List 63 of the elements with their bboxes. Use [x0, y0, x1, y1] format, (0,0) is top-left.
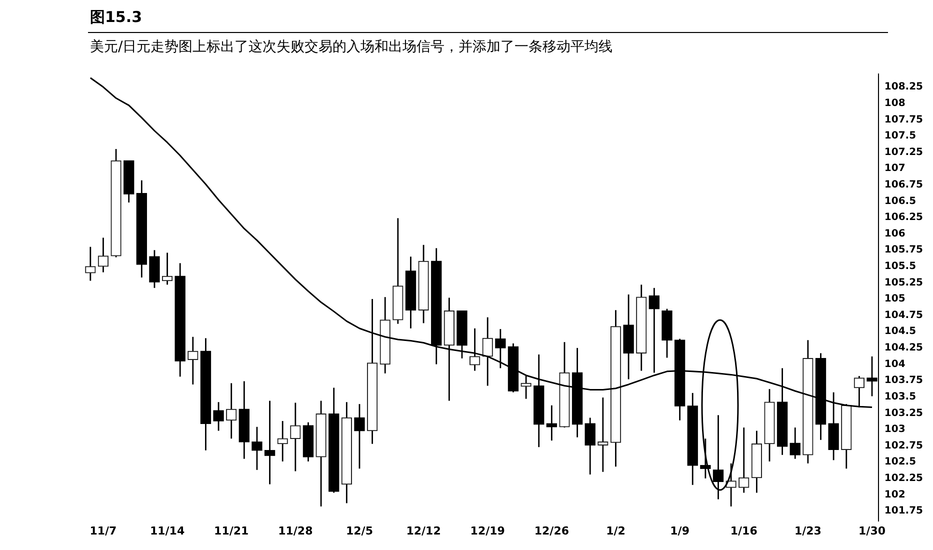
y-tick-label: 103 [884, 424, 906, 436]
candlestick [252, 426, 262, 471]
candlestick [482, 316, 493, 386]
y-tick-label: 106.5 [884, 196, 916, 207]
y-tick-label: 104.25 [884, 342, 924, 354]
x-tick-label: 1/30 [858, 524, 886, 538]
x-tick-label: 1/16 [730, 524, 758, 538]
candlestick [712, 414, 724, 500]
y-tick-label: 108.25 [884, 82, 924, 93]
candlestick [726, 462, 736, 508]
y-tick-label: 102.75 [884, 440, 924, 452]
x-tick-label: 11/14 [150, 524, 185, 538]
candlestick [226, 382, 237, 440]
y-tick-label: 107.75 [884, 114, 924, 126]
candlestick [495, 328, 506, 369]
candlestick [290, 402, 301, 472]
y-tick-label: 105 [884, 294, 906, 305]
candlestick [188, 336, 198, 386]
y-tick-label: 106 [884, 228, 906, 240]
y-tick-label: 104.5 [884, 326, 916, 338]
candlestick [700, 438, 711, 480]
y-tick-label: 104 [884, 358, 906, 370]
x-tick-label: 1/23 [794, 524, 822, 538]
y-tick-label: 108 [884, 98, 906, 109]
candlestick [162, 252, 173, 286]
chart-title: 图15.3 [90, 8, 142, 27]
candlestick [264, 400, 276, 485]
y-tick-label: 106.75 [884, 179, 924, 190]
candlestick [790, 426, 800, 460]
y-tick-label: 103.75 [884, 375, 924, 386]
x-tick-label: 12/5 [346, 524, 373, 538]
y-tick-label: 102.5 [884, 456, 916, 468]
candlestick [354, 403, 365, 470]
candlestick [584, 417, 596, 476]
y-tick-label: 107.25 [884, 146, 924, 158]
y-tick-label: 107 [884, 163, 906, 174]
y-tick-label: 101.75 [884, 506, 924, 517]
y-tick-label: 104.75 [884, 310, 924, 321]
y-tick-label: 106.25 [884, 212, 924, 224]
y-tick-label: 102.25 [884, 472, 924, 484]
candlestick [738, 426, 750, 494]
chart-subtitle: 美元/日元走势图上标出了这次失败交易的入场和出场信号，并添加了一条移动平均线 [90, 38, 613, 56]
candlestick [213, 401, 224, 432]
y-tick-label: 107.5 [884, 130, 916, 142]
y-tick-label: 105.75 [884, 244, 924, 256]
candlestick [469, 328, 480, 372]
x-tick-label: 12/19 [470, 524, 505, 538]
x-tick-label: 12/12 [406, 524, 441, 538]
x-tick-label: 11/28 [278, 524, 313, 538]
y-tick-label: 103.25 [884, 408, 924, 419]
candlestick [520, 375, 532, 400]
x-tick-label: 12/26 [534, 524, 570, 538]
x-tick-label: 11/7 [90, 524, 117, 538]
y-tick-label: 105.5 [884, 261, 916, 272]
candlestick [648, 287, 660, 374]
y-tick-label: 102 [884, 489, 906, 500]
x-tick-label: 11/21 [214, 524, 249, 538]
y-tick-label: 103.5 [884, 391, 916, 402]
y-tick-label: 105.25 [884, 277, 924, 288]
x-tick-label: 1/2 [606, 524, 626, 538]
candlestick [598, 396, 608, 473]
x-tick-label: 1/9 [670, 524, 690, 538]
candlestick [85, 246, 96, 282]
